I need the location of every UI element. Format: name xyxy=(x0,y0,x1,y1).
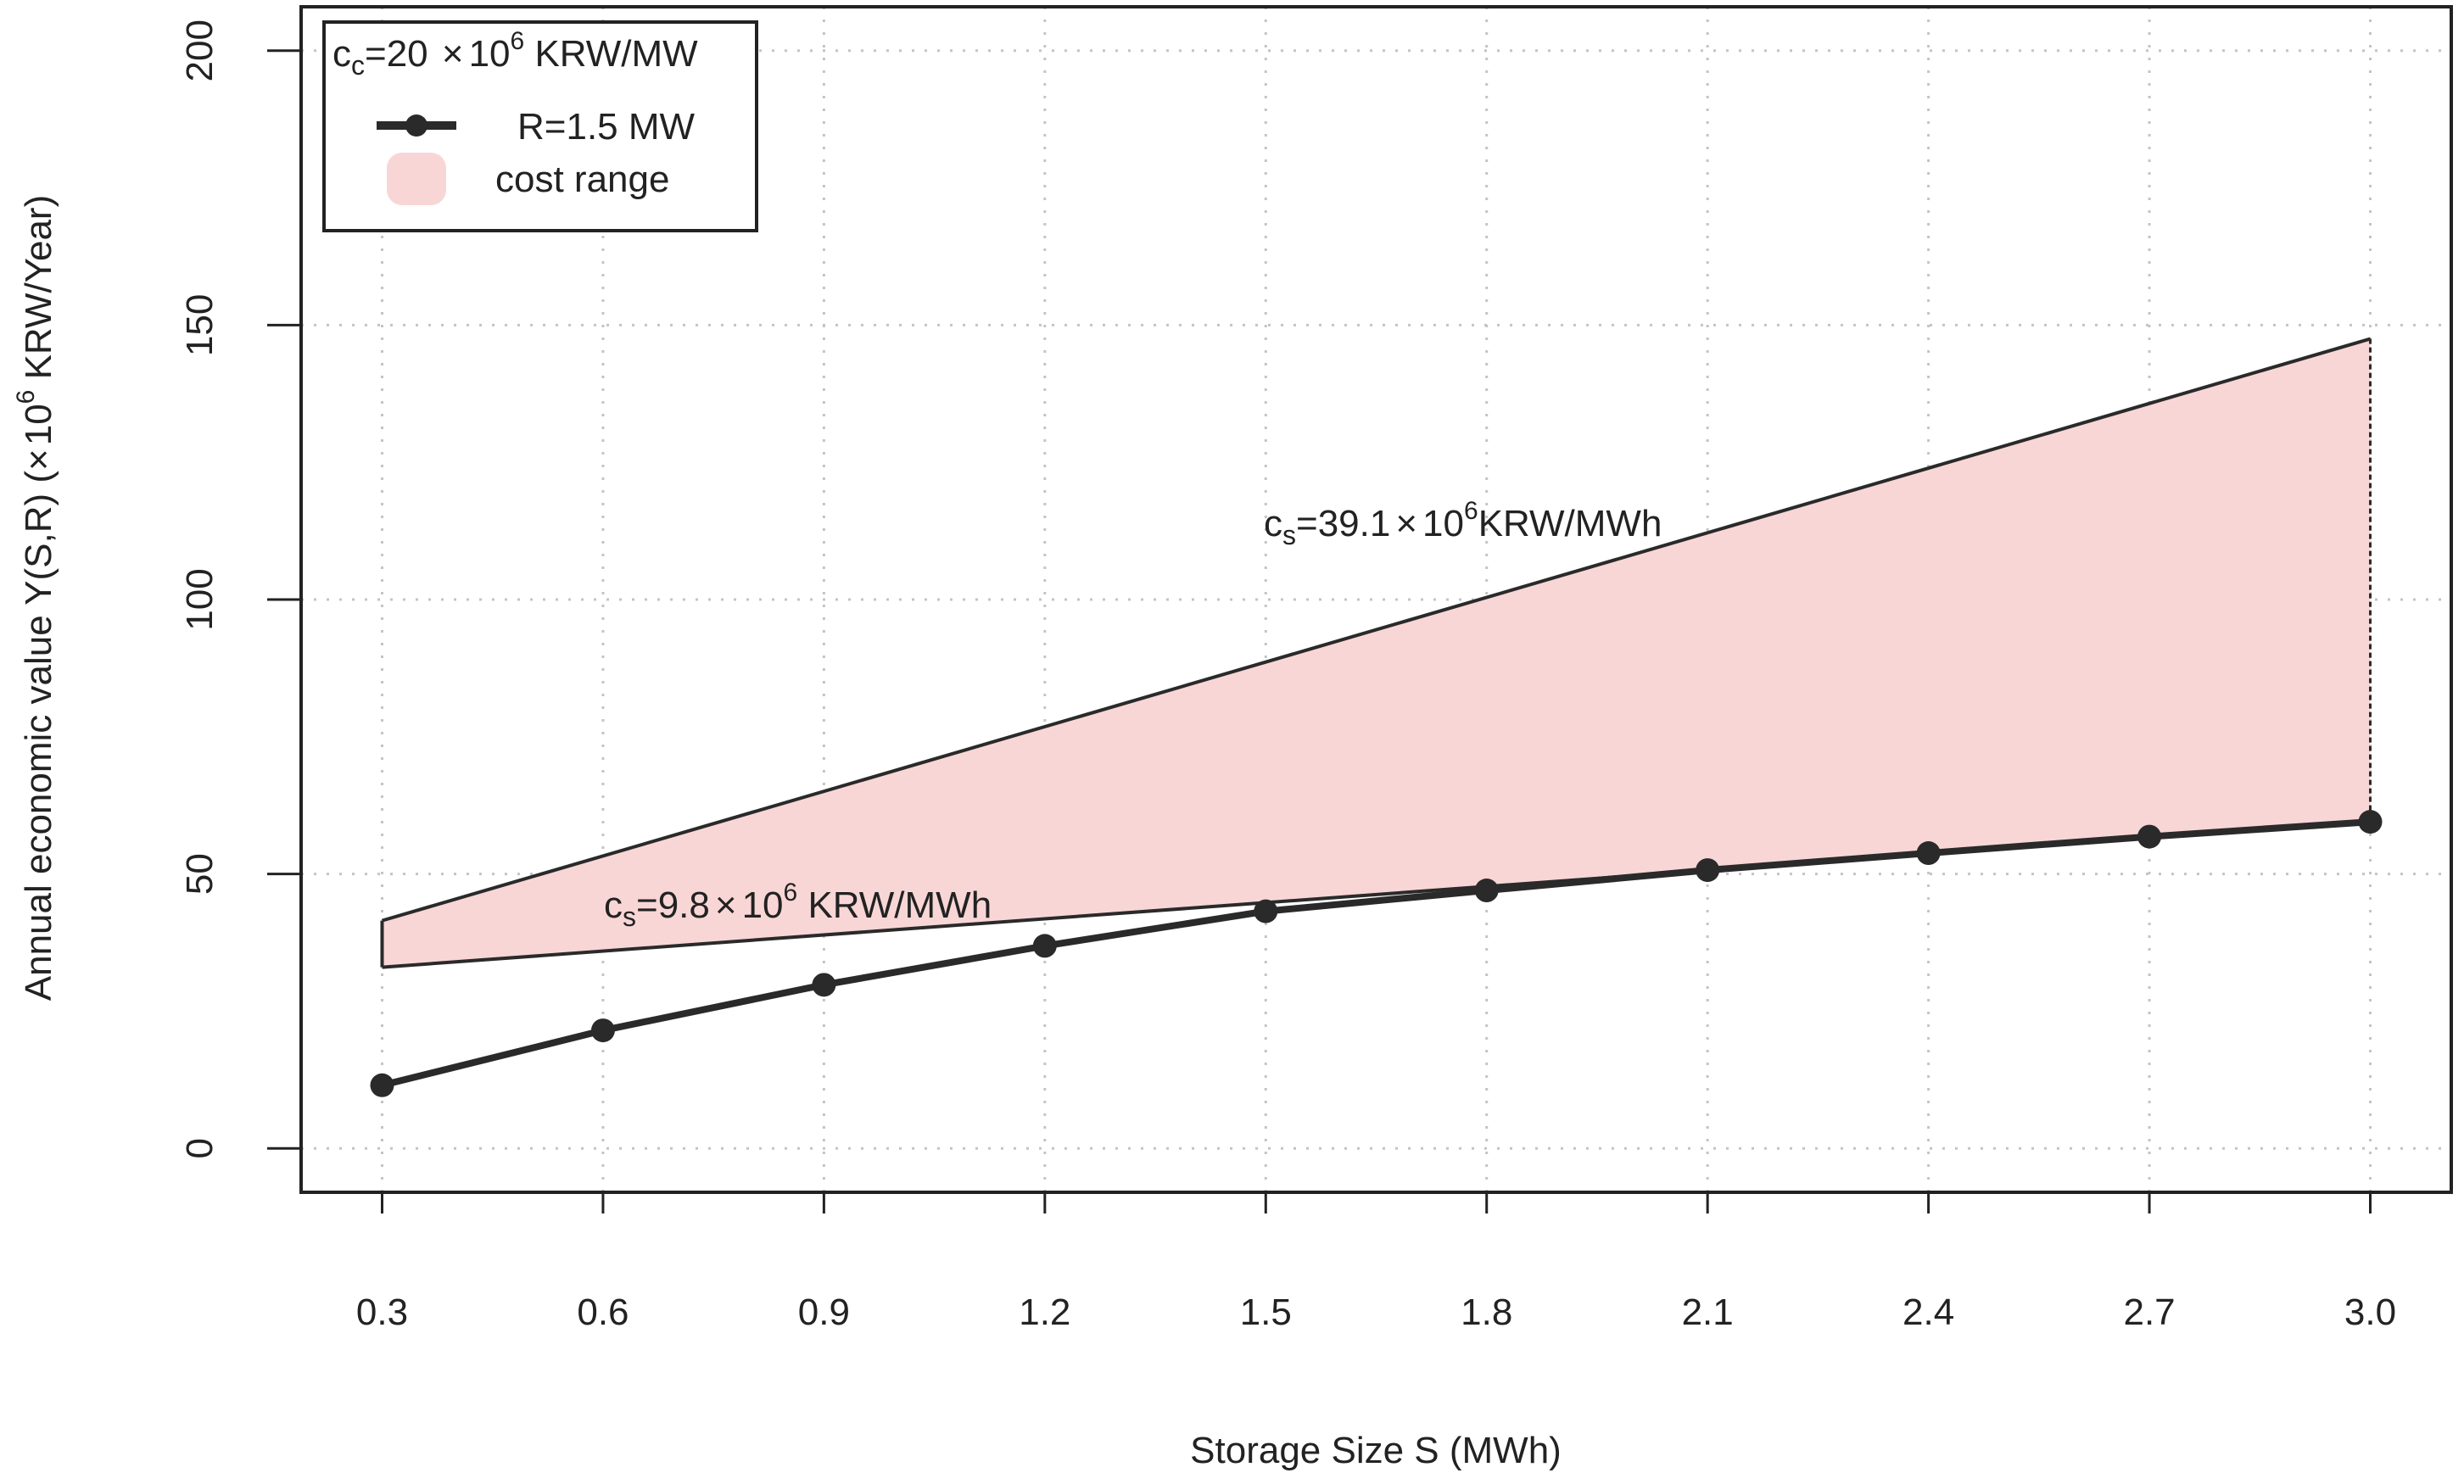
data-point-7 xyxy=(1916,841,1941,866)
annotation-cs-high: cs=39.1 × 106KRW/MWh xyxy=(1264,497,1662,550)
data-point-0 xyxy=(370,1073,394,1097)
series-line-0 xyxy=(381,818,2371,1089)
y-tick-label-0: 0 xyxy=(179,1138,221,1158)
x-tick-label-1: 0.6 xyxy=(577,1292,629,1333)
y-tick-label-4: 200 xyxy=(179,20,221,81)
x-axis: 0.3 0.6 0.9 1.2 1.5 1.8 2.1 2.4 2.7 3.0 xyxy=(356,1191,2396,1333)
x-tick-label-5: 1.8 xyxy=(1461,1292,1512,1333)
y-tick-label-1: 50 xyxy=(179,853,221,895)
x-axis-title: Storage Size S (MWh) xyxy=(1190,1430,1562,1471)
x-tick-label-6: 2.1 xyxy=(1682,1292,1734,1333)
x-tick-label-4: 1.5 xyxy=(1240,1292,1292,1333)
x-tick-label-2: 0.9 xyxy=(798,1292,850,1333)
series-r-1-5-mw xyxy=(370,810,2383,1097)
annotation-cs-low: cs=9.8 × 106 KRW/MWh xyxy=(604,879,992,932)
x-tick-label-9: 3.0 xyxy=(2344,1292,2396,1333)
x-tick-label-7: 2.4 xyxy=(1902,1292,1954,1333)
x-tick-label-0: 0.3 xyxy=(356,1292,408,1333)
legend-series-marker-icon xyxy=(405,114,427,137)
y-axis-title: Annual economic value Y(S,R) (×106 KRW/Y… xyxy=(12,195,59,1001)
y-axis: 0 50 100 150 200 xyxy=(179,20,301,1158)
legend-entry-series: R=1.5 MW xyxy=(517,106,696,148)
data-point-3 xyxy=(1032,934,1057,958)
legend-title: cc=20 × 106 KRW/MW xyxy=(332,27,698,81)
cost-range-band xyxy=(382,338,2371,968)
data-point-6 xyxy=(1696,858,1720,883)
legend-entry-cost-range: cost range xyxy=(495,159,669,200)
y-tick-label-3: 150 xyxy=(179,294,221,356)
data-point-2 xyxy=(812,973,836,997)
y-tick-label-2: 100 xyxy=(179,568,221,630)
data-point-4 xyxy=(1254,899,1278,923)
x-tick-label-3: 1.2 xyxy=(1019,1292,1070,1333)
data-point-8 xyxy=(2137,824,2162,849)
cost-range-upper-edge xyxy=(381,337,2372,923)
data-point-1 xyxy=(590,1018,615,1043)
legend-cost-range-swatch-icon xyxy=(387,153,446,205)
x-tick-label-8: 2.7 xyxy=(2123,1292,2175,1333)
legend: cc=20 × 106 KRW/MW R=1.5 MW cost range xyxy=(322,20,758,232)
data-point-5 xyxy=(1474,879,1499,903)
data-point-9 xyxy=(2358,810,2383,834)
